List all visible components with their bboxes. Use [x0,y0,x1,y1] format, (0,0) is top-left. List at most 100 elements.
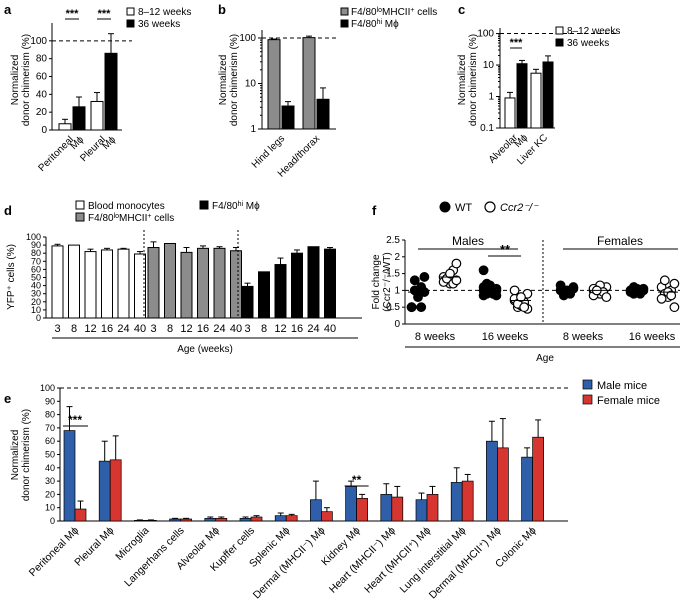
panel-e-bar [180,518,192,522]
panel-d-bar [117,248,130,319]
panel-e-bar [450,482,463,522]
panel-d-xlabel: Age (weeks) [177,344,233,355]
panel-d-legend-label: F4/80loMHCII+ cells [88,213,174,225]
panel-a-legend-swatch [126,19,135,28]
panel-e-xlabel: Langerhans cells [122,525,187,590]
panel-f-legend-marker [439,201,451,213]
panel-f-legend-label: Ccr2⁻/⁻ [500,202,539,214]
panel-e-bar [415,499,428,522]
panel-f-point [478,265,489,276]
panel-e-legend-label: Female mice [597,395,660,407]
panel-e-bar [521,456,533,522]
panel-f-label: f [372,203,377,218]
panel-d-ytick-label: 30 [31,289,41,299]
panel-f-point [516,292,526,303]
panel-f-point [451,275,462,286]
panel-d-bar [147,247,160,319]
panel-d-ytick-label: 0 [36,313,41,323]
panel-c-ylabel-line: donor chimerism (%) [468,34,479,126]
panel-e-bar [204,517,217,522]
panel-f-point [659,275,670,286]
panel-a-legend-swatch [126,7,135,16]
panel-e-xlabel: Lung interstitial Mϕ [397,525,468,596]
panel-d-xtick-label: 24 [307,323,319,335]
panel-f-ytick-label: 0 [394,319,400,330]
panel-e-signif: ** [352,473,362,487]
panel-f-xtick-label: 16 weeks [482,331,529,343]
panel-f-ylabel-line: Fold change [371,254,382,309]
panel-f-ylabel-line: (Ccr2⁻/⁻/WT) [382,252,393,311]
panel-a-bar [72,106,86,131]
panel-a-legend-label: 36 weeks [138,19,180,30]
panel-b-ytick-label: 1 [250,124,256,135]
panel-a-ytick-label: 100 [30,36,47,47]
panel-b-ytick-label: 10 [245,79,257,90]
panel-a-bar [104,52,118,131]
panel-d-xtick-label: 40 [324,323,336,335]
panel-f-point [638,283,649,294]
panel-d-bar [164,242,176,319]
panel-e-xlabel: Heart (MHCII⁺) Mϕ [362,525,433,596]
panel-d-label: d [4,203,12,218]
panel-d-xtick-label: 16 [101,323,113,335]
panel-d-bar [101,249,113,319]
panel-d-ytick-label: 100 [26,232,41,242]
panel-d-xtick-label: 8 [167,323,173,335]
panel-a-xlabel: Mϕ [68,134,86,152]
panel-f-point [601,292,612,303]
panel-f-ytick-label: 1.5 [386,269,400,280]
panel-f-signif: ** [500,242,511,257]
panel-d-xtick-label: 3 [244,323,250,335]
panel-f-ytick-label: 0.5 [386,302,400,313]
panel-f-point [406,302,417,313]
panel-f-point [416,302,427,313]
panel-f-point [409,275,420,286]
panel-e-legend-swatch [582,379,593,390]
panel-d-xtick-label: 24 [213,323,225,335]
panel-f-point [478,290,489,301]
panel-a-ytick-label: 80 [36,54,48,65]
panel-e-ytick-label: 70 [45,423,55,433]
panel-d-ytick-label: 20 [31,297,41,307]
panel-d-ytick-label: 90 [31,240,41,250]
panel-d-bar [84,251,97,319]
panel-f-xlabel: Age [536,353,554,364]
panel-d-bar [197,247,209,319]
panel-b-bar [281,105,295,130]
panel-f-ytick-label: 1 [394,285,400,296]
panel-c-legend-label: 36 weeks [567,38,609,49]
panel-d-xtick-label: 24 [117,323,129,335]
panel-f-point [656,293,667,304]
panel-e-ytick-label: 50 [45,450,55,460]
panel-c-bar [530,72,542,129]
panel-f-point [669,278,680,289]
panel-a-signif: *** [66,8,80,20]
panel-f-point [509,285,520,296]
panel-f-xtick-label: 8 weeks [415,331,456,343]
panel-e-bar [486,440,498,522]
panel-c-ytick-label: 1 [488,92,494,103]
panel-c-bar [542,61,554,129]
panel-e-label: e [4,391,11,406]
panel-d-xtick-label: 40 [134,323,146,335]
panel-b-legend-swatch [340,7,349,16]
panel-e-ytick-label: 80 [45,410,55,420]
panel-d-xtick-label: 12 [84,323,96,335]
panel-e-bar [169,518,181,522]
panel-e-ytick-label: 100 [40,383,55,393]
panel-e-ytick-label: 40 [45,463,55,473]
panel-e-bar [74,508,87,522]
panel-b-bar [316,98,330,130]
panel-c-ylabel: Normalized donor chimerism (%) [457,34,479,126]
panel-d-bar [51,245,64,319]
panel-e-legend-swatch [582,394,593,405]
panel-d-bar [241,285,254,319]
panel-f-legend-label: WT [455,202,472,214]
panel-d-legend-swatch [199,200,209,210]
panel-c-legend-swatch [555,38,564,47]
panel-a-ytick-label: 40 [36,89,48,100]
panel-a-ylabel-line: Normalized [10,55,21,106]
panel-d-xtick-label: 3 [150,323,156,335]
panel-a-bar [58,123,72,131]
panel-f-point [419,272,430,282]
